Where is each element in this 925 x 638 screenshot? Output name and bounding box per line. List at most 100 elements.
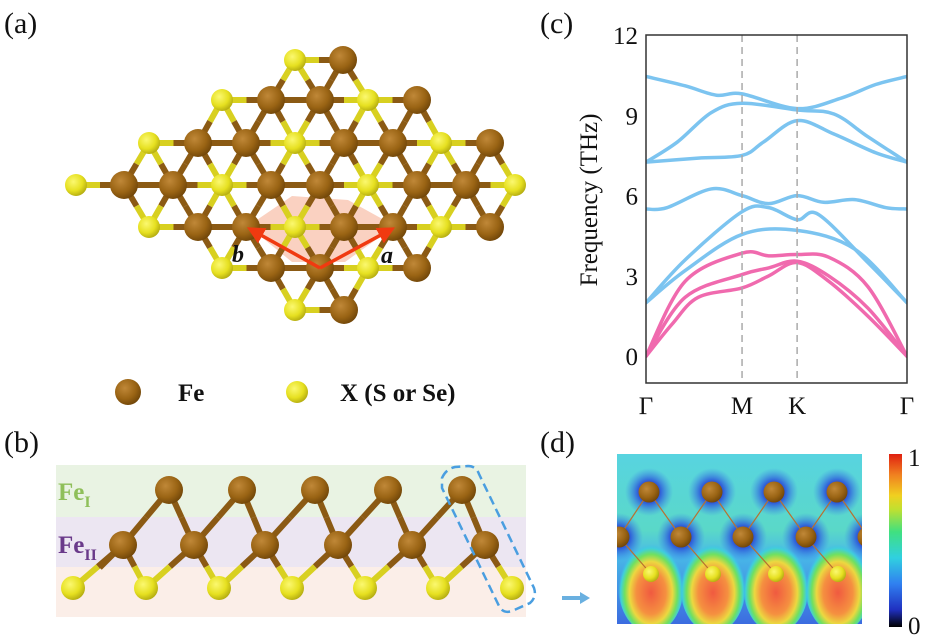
optical-band-line [646, 227, 907, 305]
fe-atom [826, 481, 848, 503]
optical-band-line [646, 118, 907, 164]
x-atom [284, 49, 306, 71]
bands [646, 74, 907, 358]
acoustic-band-line [646, 259, 907, 358]
fe-atom [403, 86, 431, 114]
fe-i-atom [301, 476, 329, 504]
legend-fe-label: Fe [178, 380, 204, 407]
fe-atom [159, 171, 187, 199]
optical-band-line [646, 186, 907, 212]
legend: Fe X (S or Se) [115, 379, 456, 407]
colorbar-min-label: 0 [908, 613, 921, 638]
x-atom [138, 216, 160, 238]
y-tick-label: 6 [626, 184, 639, 211]
lattice-vector-b-arrow [246, 227, 321, 270]
fe-i-atom [448, 476, 476, 504]
x-atom [65, 174, 87, 196]
layer-fe-i-label: FeI [58, 479, 91, 511]
x-tick-label: M [731, 393, 753, 420]
panel-label-d: (d) [540, 426, 575, 459]
x-atom [134, 576, 158, 600]
x-tick-label: Γ [900, 393, 914, 420]
fe-ii-atom [398, 531, 426, 559]
fe-atom [403, 254, 431, 282]
legend-x-swatch [286, 381, 308, 403]
optical-band-line [646, 74, 907, 111]
fe-atom [732, 526, 754, 548]
layer-fe-ii-label: FeII [58, 532, 97, 564]
fe-atom [403, 171, 431, 199]
lattice-vector-b-label: b [232, 242, 244, 268]
panel-label-b: (b) [4, 426, 39, 459]
fe-atom [452, 171, 480, 199]
fe-ii-atom [471, 531, 499, 559]
fe-atom [184, 129, 212, 157]
acoustic-band-line [646, 260, 907, 358]
fe-atom [257, 254, 285, 282]
fe-atom [330, 213, 358, 241]
fe-atom [257, 86, 285, 114]
fe-atom [617, 526, 630, 548]
elf-map: 1 0 [617, 445, 921, 638]
x-atom [211, 174, 233, 196]
atoms [65, 46, 526, 324]
lattice-vector-a-arrow [319, 227, 396, 270]
side-view-structure: FeI FeII [56, 464, 590, 617]
fe-atom [306, 86, 334, 114]
fe-ii-atom [180, 531, 208, 559]
fe-atom [330, 129, 358, 157]
x-atom [357, 89, 379, 111]
atoms [61, 476, 524, 600]
x-atom [504, 174, 526, 196]
fe-atom [232, 129, 260, 157]
fe-atom [110, 171, 138, 199]
x-atom [500, 576, 524, 600]
y-tick-label: 12 [613, 23, 638, 50]
arrow-to-d-icon [562, 592, 590, 604]
high-elf-region [805, 537, 862, 624]
panel-label-c: (c) [540, 7, 573, 40]
x-atom [430, 216, 452, 238]
x-atom [284, 299, 306, 321]
fe-atom [857, 528, 862, 546]
fe-ii-atom [109, 531, 137, 559]
x-atom [211, 257, 233, 279]
fe-i-atom [228, 476, 256, 504]
x-atom [211, 89, 233, 111]
selection-dashed-box [440, 464, 537, 614]
fe-atom [476, 129, 504, 157]
fe-atom [476, 213, 504, 241]
x-atom [426, 576, 450, 600]
x-atom [357, 174, 379, 196]
high-elf-region [680, 537, 746, 624]
x-atom [353, 576, 377, 600]
fe-atom [670, 526, 692, 548]
x-tick-label: K [788, 393, 806, 420]
acoustic-band-line [646, 250, 907, 358]
colorbar-max-label: 1 [908, 445, 921, 472]
x-atom [357, 257, 379, 279]
fe-atom [257, 171, 285, 199]
high-elf-region [743, 537, 809, 624]
fe-atom [306, 171, 334, 199]
x-atom [284, 132, 306, 154]
x-atom [61, 576, 85, 600]
x-tick-label: Γ [639, 393, 653, 420]
fe-atom [638, 481, 660, 503]
y-tick-label: 0 [626, 344, 639, 371]
fe-atom [379, 129, 407, 157]
fe-atom [379, 213, 407, 241]
lattice-vector-a-label: a [381, 243, 393, 269]
fe-atom [701, 481, 723, 503]
x-atom [284, 216, 306, 238]
y-tick-label: 3 [626, 264, 639, 291]
x-atom [643, 566, 659, 582]
x-atom [280, 576, 304, 600]
x-atom [430, 132, 452, 154]
y-axis-label: Frequency (THz) [576, 114, 603, 287]
x-atom [768, 566, 784, 582]
